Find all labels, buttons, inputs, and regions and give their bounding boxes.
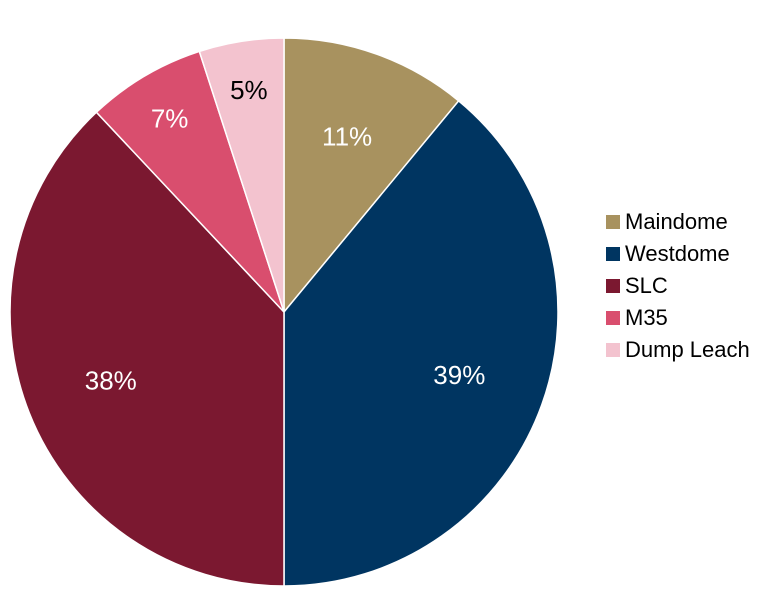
legend-swatch-maindome xyxy=(606,215,620,229)
pie-slice-dump-leach xyxy=(198,37,285,313)
chart-legend: Maindome Westdome SLC M35 Dump Leach xyxy=(606,206,750,366)
pie-slice-slc xyxy=(9,111,285,587)
legend-label-dump-leach: Dump Leach xyxy=(625,337,750,362)
data-label-dump-leach: 5% xyxy=(230,75,268,105)
legend-swatch-m35 xyxy=(606,311,620,325)
legend-label-slc: SLC xyxy=(625,273,668,298)
data-label-m35: 7% xyxy=(151,104,189,134)
legend-item-westdome: Westdome xyxy=(606,238,750,270)
pie-slice-westdome xyxy=(283,99,559,587)
data-label-slc: 38% xyxy=(85,366,137,396)
data-label-maindome: 11% xyxy=(322,122,372,152)
legend-swatch-dump-leach xyxy=(606,343,620,357)
legend-item-slc: SLC xyxy=(606,270,750,302)
pie-chart: 11% 39% 38% 7% 5% xyxy=(9,37,559,587)
legend-item-m35: M35 xyxy=(606,302,750,334)
pie-data-labels: 11% 39% 38% 7% 5% xyxy=(85,75,486,396)
legend-label-m35: M35 xyxy=(625,305,668,330)
legend-swatch-slc xyxy=(606,279,620,293)
pie-slices xyxy=(9,37,559,587)
pie-slice-m35 xyxy=(95,50,285,313)
legend-item-dump-leach: Dump Leach xyxy=(606,334,750,366)
legend-item-maindome: Maindome xyxy=(606,206,750,238)
pie-slice-maindome xyxy=(283,37,460,315)
legend-swatch-westdome xyxy=(606,247,620,261)
data-label-westdome: 39% xyxy=(433,360,485,390)
legend-label-maindome: Maindome xyxy=(625,209,728,234)
legend-label-westdome: Westdome xyxy=(625,241,730,266)
